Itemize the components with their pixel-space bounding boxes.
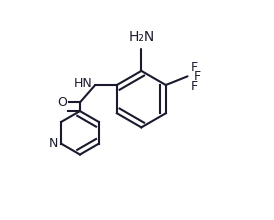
Text: N: N xyxy=(48,137,58,150)
Text: F: F xyxy=(194,70,201,83)
Text: H₂N: H₂N xyxy=(128,30,155,44)
Text: O: O xyxy=(57,96,67,109)
Text: HN: HN xyxy=(74,77,93,90)
Text: F: F xyxy=(191,61,198,74)
Text: F: F xyxy=(191,80,198,93)
